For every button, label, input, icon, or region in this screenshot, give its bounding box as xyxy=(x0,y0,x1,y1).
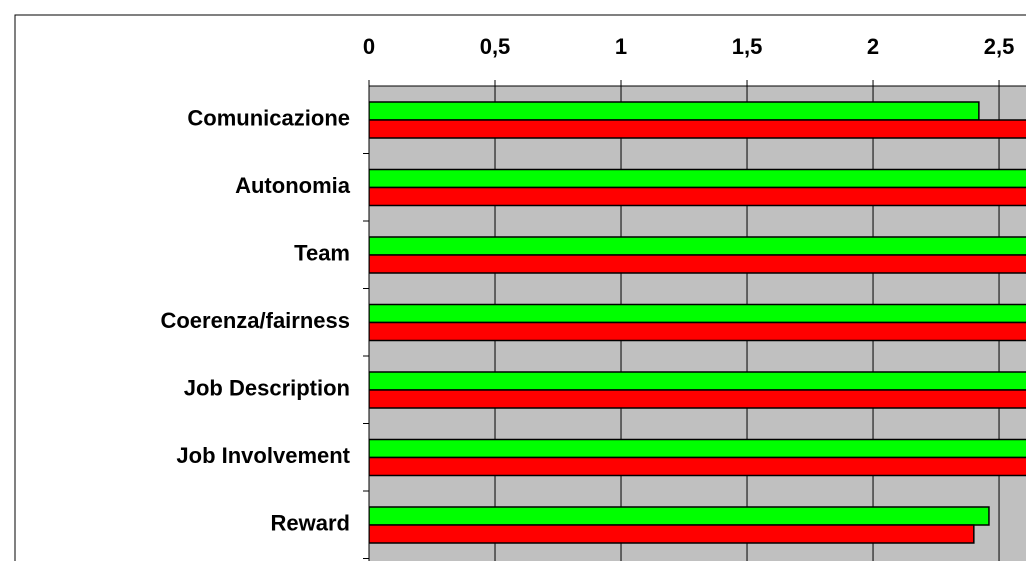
y-tick-label: Coerenza/fairness xyxy=(160,308,350,333)
x-tick-label: 1 xyxy=(615,34,627,59)
bar xyxy=(369,254,1026,274)
bar xyxy=(369,303,1026,324)
y-tick-label: Reward xyxy=(271,511,350,536)
plot xyxy=(369,86,1026,561)
x-tick-label: 1,5 xyxy=(732,34,763,59)
bar xyxy=(369,321,1026,342)
bar xyxy=(369,186,1026,207)
bar xyxy=(369,101,980,121)
bar xyxy=(369,456,1026,477)
bar xyxy=(369,119,1026,139)
x-tick-label: 0,5 xyxy=(480,34,511,59)
bar xyxy=(369,236,1026,256)
y-tick-label: Team xyxy=(294,241,350,266)
bar xyxy=(369,389,1026,409)
axes: 0 0,5 1 1,5 2 2,5 Comunicazione Autonomia Team Co… xyxy=(160,34,1026,561)
bar xyxy=(369,168,1026,189)
bar xyxy=(369,438,1026,459)
bar xyxy=(369,524,975,544)
bar xyxy=(369,506,990,526)
x-tick-label: 2,5 xyxy=(984,34,1015,59)
y-tick-label: Comunicazione xyxy=(187,106,350,131)
x-tick-label: 0 xyxy=(363,34,375,59)
y-tick-label: Job Involvement xyxy=(176,443,350,468)
y-tick-label: Job Description xyxy=(184,376,350,401)
x-tick-label: 2 xyxy=(867,34,879,59)
y-tick-label: Autonomia xyxy=(235,173,351,198)
bar xyxy=(369,371,1026,391)
